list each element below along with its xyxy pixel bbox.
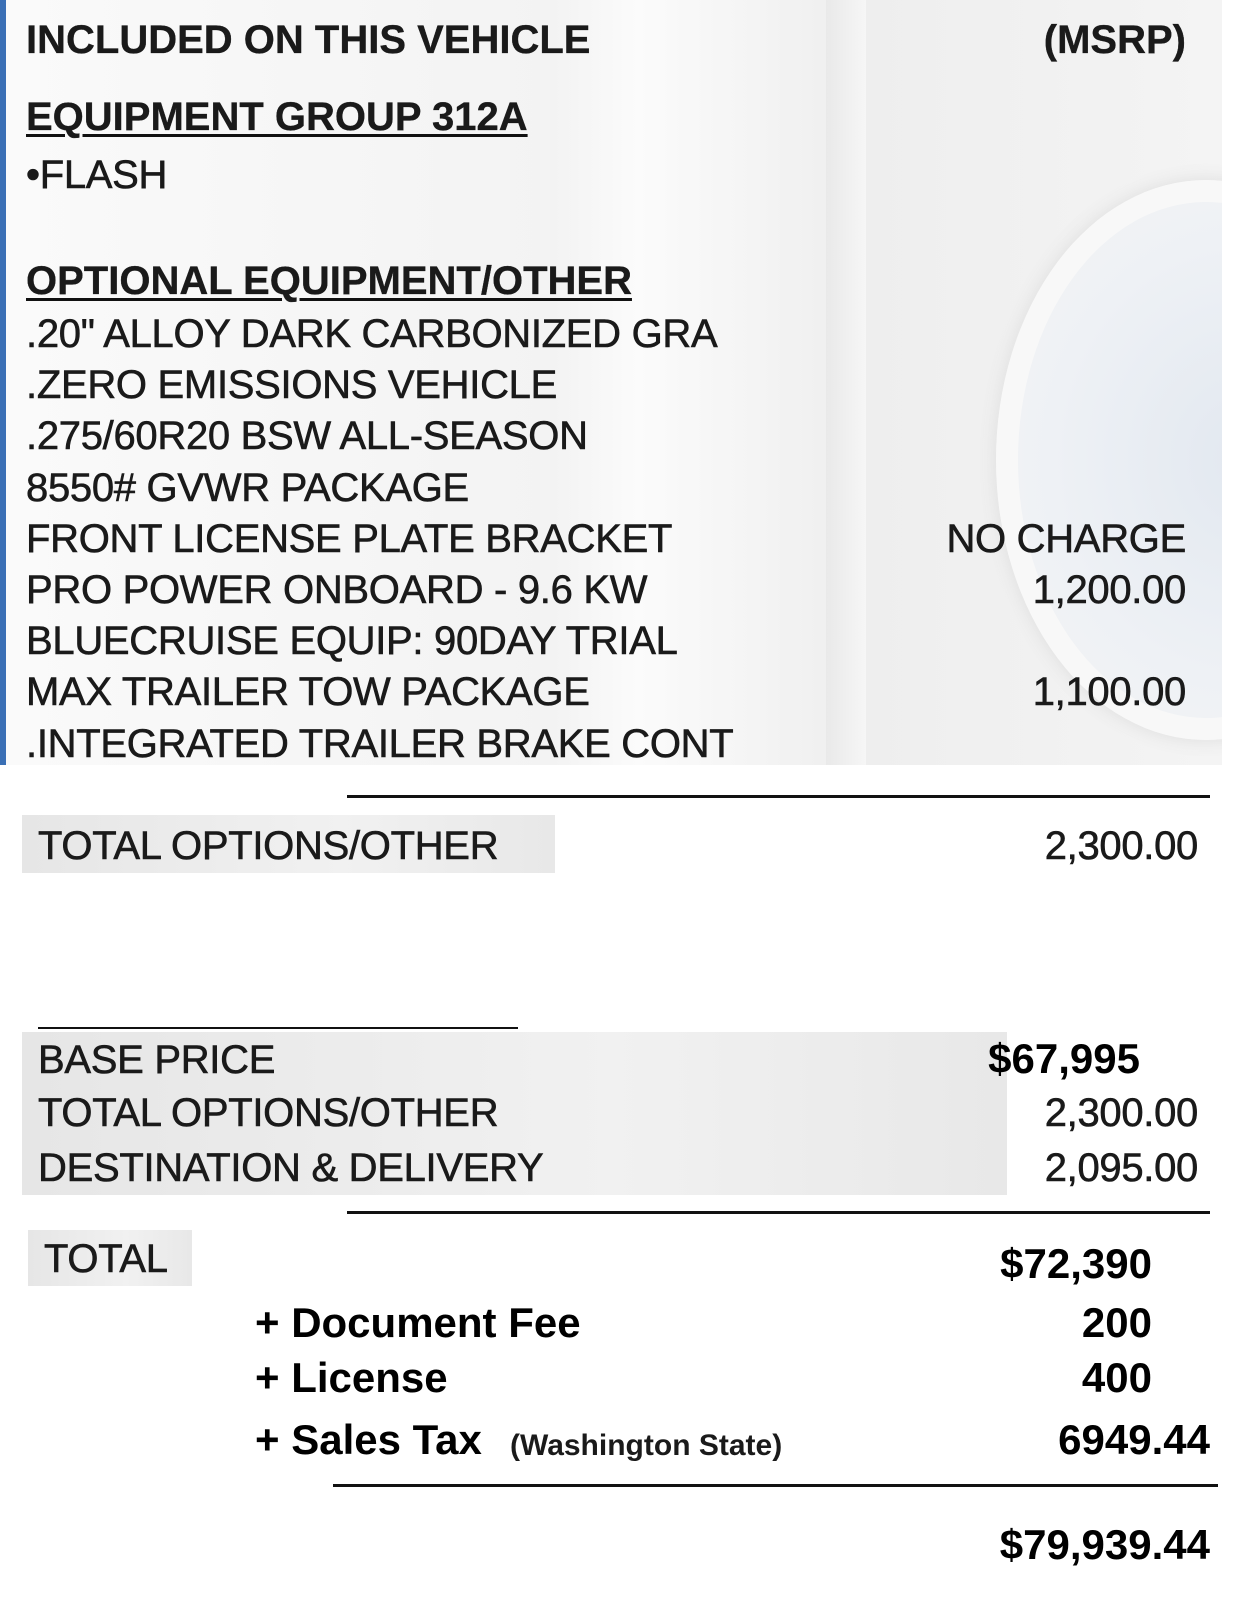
background-panel bbox=[826, 0, 866, 765]
summary-options-label: TOTAL OPTIONS/OTHER bbox=[38, 1091, 499, 1135]
equipment-item: •FLASH bbox=[26, 153, 168, 197]
option-item-price: 1,100.00 bbox=[1032, 670, 1186, 715]
divider bbox=[347, 795, 1210, 798]
sales-tax-value: 6949.44 bbox=[1058, 1416, 1210, 1463]
divider bbox=[347, 1211, 1210, 1214]
total-value: $72,390 bbox=[1000, 1240, 1152, 1287]
destination-value: 2,095.00 bbox=[1044, 1146, 1198, 1190]
equipment-group-title: EQUIPMENT GROUP 312A bbox=[26, 95, 528, 139]
ford-oval-emblem bbox=[996, 180, 1222, 740]
total-options-value: 2,300.00 bbox=[1044, 824, 1198, 868]
summary-options-value: 2,300.00 bbox=[1044, 1091, 1198, 1135]
document-fee-label: + Document Fee bbox=[255, 1299, 581, 1346]
sales-tax-note: (Washington State) bbox=[510, 1429, 783, 1462]
option-item-label: FRONT LICENSE PLATE BRACKET bbox=[26, 516, 673, 561]
section-title: INCLUDED ON THIS VEHICLE bbox=[26, 18, 591, 62]
license-label: + License bbox=[255, 1354, 448, 1401]
option-item-price: 1,200.00 bbox=[1032, 568, 1186, 612]
destination-label: DESTINATION & DELIVERY bbox=[38, 1146, 544, 1190]
option-item-label: MAX TRAILER TOW PACKAGE bbox=[26, 670, 591, 715]
option-item-label: PRO POWER ONBOARD - 9.6 KW bbox=[26, 568, 648, 612]
window-sticker: INCLUDED ON THIS VEHICLE (MSRP) EQUIPMEN… bbox=[0, 0, 1222, 765]
label-bg bbox=[22, 815, 555, 873]
total-options-label: TOTAL OPTIONS/OTHER bbox=[38, 824, 499, 868]
divider bbox=[38, 1027, 518, 1029]
option-item-label: .20" ALLOY DARK CARBONIZED GRA bbox=[26, 312, 718, 356]
total-label-bg bbox=[28, 1230, 192, 1286]
optional-title: OPTIONAL EQUIPMENT/OTHER bbox=[26, 259, 632, 303]
total-label: TOTAL bbox=[44, 1237, 169, 1281]
option-item-label: .INTEGRATED TRAILER BRAKE CONT bbox=[26, 721, 734, 765]
option-item-label: .ZERO EMISSIONS VEHICLE bbox=[26, 363, 558, 408]
option-item-label: .275/60R20 BSW ALL-SEASON bbox=[26, 414, 589, 459]
option-item-label: 8550# GVWR PACKAGE bbox=[26, 465, 470, 510]
document-fee-value: 200 bbox=[1081, 1299, 1152, 1346]
msrp-header: (MSRP) bbox=[1043, 18, 1187, 62]
base-price-value: $67,995 bbox=[988, 1035, 1140, 1082]
divider bbox=[333, 1484, 1218, 1487]
license-value: 400 bbox=[1081, 1354, 1152, 1401]
summary-bg bbox=[22, 1032, 1007, 1195]
option-item-label: BLUECRUISE EQUIP: 90DAY TRIAL bbox=[26, 619, 678, 664]
base-price-label: BASE PRICE bbox=[38, 1038, 276, 1082]
sales-tax-label: + Sales Tax bbox=[255, 1416, 482, 1463]
grand-total-value: $79,939.44 bbox=[999, 1521, 1210, 1568]
option-item-price: NO CHARGE bbox=[946, 516, 1186, 561]
